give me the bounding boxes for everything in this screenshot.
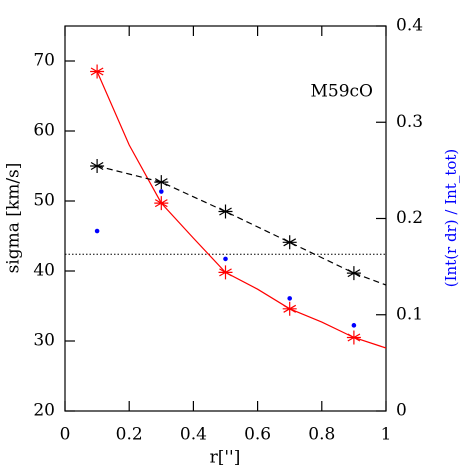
series-line (96, 165, 387, 286)
y-tick-label: 70 (33, 51, 55, 71)
y-tick-label: 60 (33, 121, 55, 141)
y-tick-label: 20 (33, 401, 55, 421)
x-axis-label: r[''] (210, 448, 241, 468)
series-line (96, 71, 387, 349)
x-tick-label: 0.8 (308, 425, 335, 445)
y2-tick-label: 0.2 (396, 208, 423, 228)
dot-marker (223, 256, 228, 262)
y2-tick-label: 0.4 (396, 16, 423, 36)
dot-marker (351, 323, 357, 328)
star-marker (282, 235, 297, 250)
dot-marker (159, 189, 164, 194)
x-tick-label: 0.2 (116, 425, 143, 445)
x-tick-label: 0.4 (180, 425, 207, 445)
y2-axis-label: (Int(r dr) / Int_tot) (442, 149, 460, 288)
y-axis-label: sigma [km/s] (4, 163, 24, 274)
dot-marker (94, 228, 100, 234)
x-tick-label: 0 (60, 425, 71, 445)
y2-tick-label: 0 (396, 401, 407, 421)
x-tick-label: 1 (381, 425, 392, 445)
dot-marker (287, 296, 293, 301)
star-marker (218, 204, 233, 219)
y-tick-label: 30 (33, 331, 55, 351)
x-tick-label: 0.6 (244, 425, 271, 445)
y-tick-label: 50 (33, 191, 55, 211)
star-marker (154, 175, 169, 190)
y-tick-label: 40 (33, 261, 55, 281)
y2-tick-label: 0.1 (396, 304, 423, 324)
y2-tick-label: 0.3 (396, 112, 423, 132)
annotation: M59cO (311, 82, 374, 102)
star-marker (346, 266, 361, 281)
